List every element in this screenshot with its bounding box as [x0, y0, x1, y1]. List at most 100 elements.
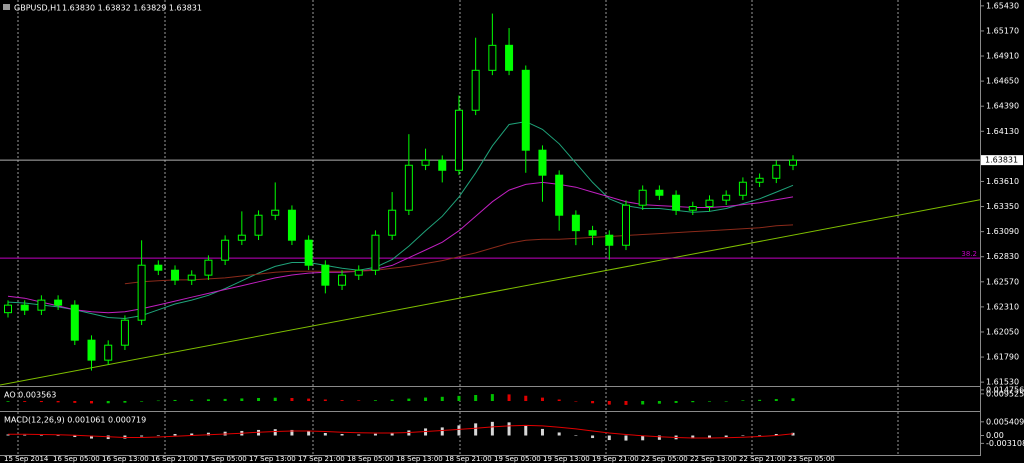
candle-body [154, 264, 163, 271]
ao-bar [6, 401, 10, 402]
x-tick-label: 23 Sep 05:00 [788, 455, 835, 463]
ao-bar [206, 399, 210, 401]
ao-bar [774, 399, 778, 401]
moving-average [7, 121, 794, 320]
candle-body [70, 304, 79, 341]
macd-bar [190, 433, 194, 436]
ao-bar [440, 396, 444, 401]
macd-bar [474, 423, 478, 436]
candle-body [505, 44, 514, 71]
ao-bar [591, 401, 595, 404]
candle-body [371, 234, 380, 271]
macd-bar [323, 432, 327, 436]
macd-bar [156, 435, 160, 436]
symbol-icon [3, 4, 10, 10]
x-tick-label: 17 Sep 05:00 [200, 455, 247, 463]
macd-bar [657, 435, 661, 440]
candle-body [705, 199, 714, 208]
ao-bar [674, 401, 678, 403]
current-price-label: 1.63831 [985, 156, 1018, 165]
ohlc-label: 1.63830 1.63832 1.63829 1.63831 [62, 4, 202, 13]
macd-bar [641, 435, 645, 441]
macd-bar [56, 435, 60, 437]
candle-body [287, 209, 296, 241]
y-tick-label: 1.63090 [986, 227, 1019, 236]
y-tick-label: 1.61790 [986, 353, 1019, 362]
candle-body [321, 264, 330, 286]
macd-bar [457, 425, 461, 436]
candle-body [20, 304, 29, 311]
x-tick-label: 19 Sep 05:00 [494, 455, 541, 463]
ao-bar [657, 401, 661, 404]
macd-bar [140, 435, 144, 437]
ao-bar [607, 401, 611, 405]
candle-body [354, 269, 363, 276]
candle-body [404, 164, 413, 211]
y-tick-label: 1.65430 [986, 1, 1019, 10]
macd-bar [490, 421, 494, 436]
macd-bar [507, 422, 511, 436]
y-tick-label: 1.61530 [986, 378, 1019, 387]
frame [0, 0, 981, 456]
ao-bar [407, 398, 411, 401]
ao-bar [724, 401, 728, 402]
macd-bar [741, 435, 745, 437]
candle-body [254, 214, 263, 236]
candle-body [588, 230, 597, 236]
macd-bar [624, 435, 628, 441]
y-tick-label: 1.63610 [986, 177, 1019, 186]
y-tick-label: 1.62310 [986, 302, 1019, 311]
ao-bar [39, 401, 43, 403]
candle-body [538, 149, 547, 176]
ao-bar [373, 400, 377, 401]
ao-bar [173, 399, 177, 401]
ao-bar [140, 401, 144, 402]
candle-body [104, 344, 113, 361]
ao-bar [524, 395, 528, 401]
x-tick-label: 18 Sep 13:00 [396, 455, 443, 463]
macd-bar [173, 433, 177, 436]
macd-bar [307, 431, 311, 436]
macd-bar [591, 435, 595, 439]
ao-bar [106, 401, 110, 404]
macd-bar [724, 435, 728, 438]
candle-body [87, 339, 96, 361]
macd-bar [557, 432, 561, 436]
candle-body [137, 264, 146, 321]
x-tick-label: 18 Sep 05:00 [347, 455, 394, 463]
macd-bar [273, 429, 277, 436]
candle-body [338, 274, 347, 286]
macd-bar [340, 433, 344, 436]
ao-bar [707, 401, 711, 402]
macd-bar [90, 435, 94, 439]
ao-bar [758, 399, 762, 401]
ao-title: AO 0.003563 [4, 391, 56, 400]
ao-bar [490, 394, 494, 401]
candle-body [521, 69, 530, 151]
candle-body [187, 274, 196, 281]
ao-bar [474, 395, 478, 401]
ao-bar [424, 397, 428, 401]
macd-signal [8, 424, 794, 439]
level-label: 38.2 [961, 250, 977, 258]
y-tick-label: 1.63350 [986, 202, 1019, 211]
macd-bar [206, 432, 210, 436]
candle-body [555, 174, 564, 216]
x-tick-label: 22 Sep 05:00 [641, 455, 688, 463]
macd-bar [758, 435, 762, 436]
ao-bar [223, 398, 227, 401]
ao-bar [90, 401, 94, 404]
macd-bar [574, 435, 578, 437]
ao-bar [340, 400, 344, 401]
candle-body [605, 234, 614, 246]
candle-body [655, 189, 664, 196]
macd-bar [607, 435, 611, 441]
ao-bar [23, 401, 27, 402]
candle-body [488, 44, 497, 71]
y-tick-label: 1.62830 [986, 252, 1019, 261]
ao-bar [240, 398, 244, 401]
ao-bar [190, 399, 194, 401]
y-tick-label: 1.65170 [986, 26, 1019, 35]
macd-bar [774, 433, 778, 436]
